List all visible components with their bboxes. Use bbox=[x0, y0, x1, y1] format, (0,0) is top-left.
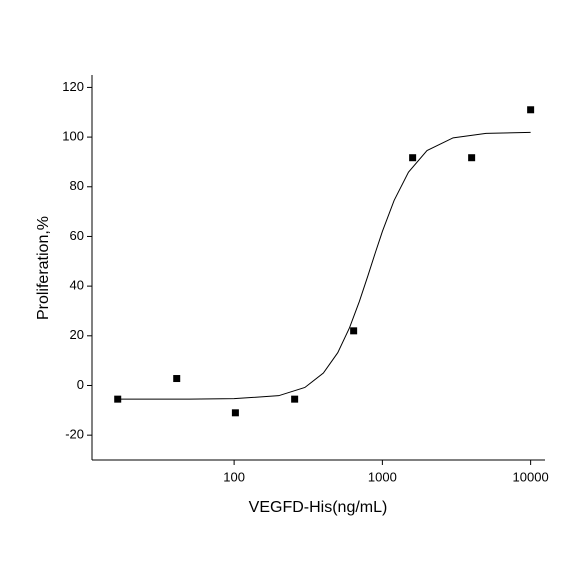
data-point bbox=[350, 327, 358, 335]
x-tick-label: 10000 bbox=[513, 469, 549, 484]
y-tick-label: 100 bbox=[62, 129, 84, 144]
x-tick-label: 100 bbox=[223, 469, 245, 484]
data-point bbox=[527, 106, 535, 114]
y-tick-label: 20 bbox=[70, 327, 84, 342]
data-point bbox=[173, 375, 181, 383]
y-tick-label: 40 bbox=[70, 278, 84, 293]
data-point bbox=[291, 395, 299, 403]
data-point bbox=[114, 395, 122, 403]
data-point bbox=[409, 154, 417, 162]
y-tick-label: 0 bbox=[77, 377, 84, 392]
y-tick-label: 80 bbox=[70, 178, 84, 193]
x-axis-label: VEGFD-His(ng/mL) bbox=[249, 499, 388, 516]
y-tick-label: 60 bbox=[70, 228, 84, 243]
fit-curve bbox=[116, 131, 531, 400]
data-point bbox=[468, 154, 476, 162]
data-point bbox=[231, 409, 239, 417]
x-tick-label: 1000 bbox=[368, 469, 397, 484]
y-axis-label: Proliferation,% bbox=[35, 216, 52, 320]
y-tick-label: 120 bbox=[62, 79, 84, 94]
y-tick-label: -20 bbox=[65, 427, 84, 442]
